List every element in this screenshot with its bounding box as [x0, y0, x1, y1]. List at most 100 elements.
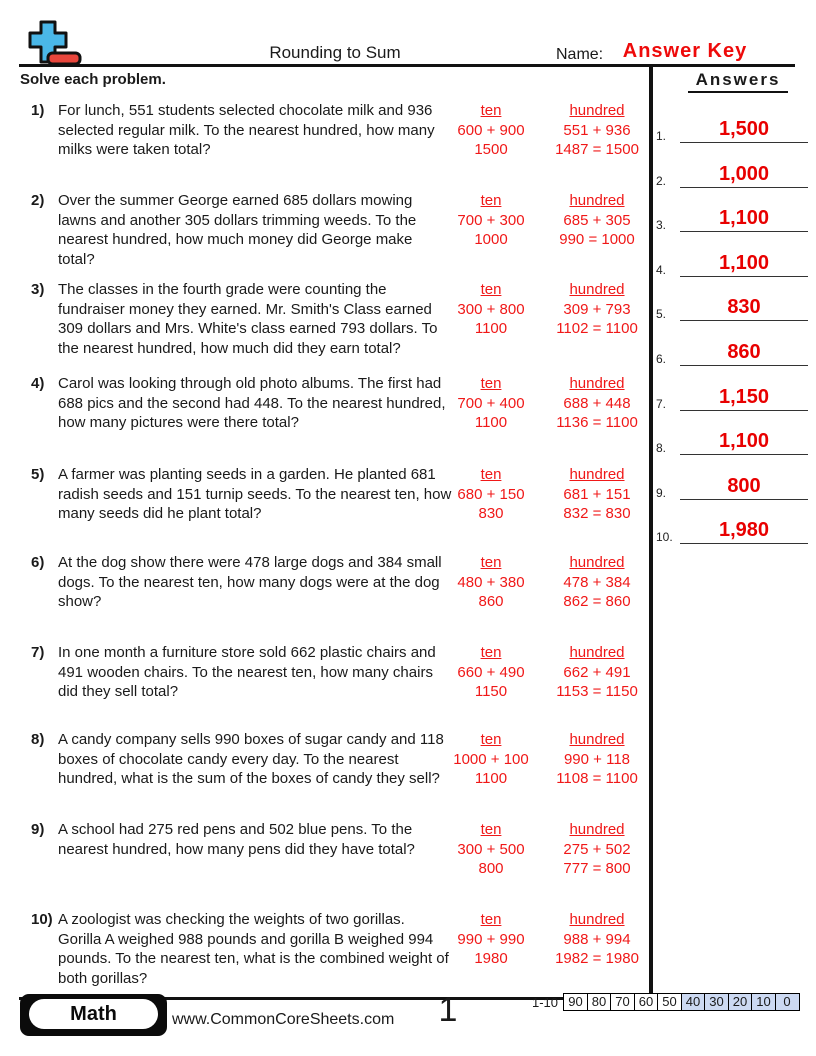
score-cell: 40 [680, 993, 706, 1011]
name-label: Name: [556, 46, 604, 63]
answer-value: 1,500 [718, 118, 770, 140]
answer-line: 1,150 [680, 385, 808, 411]
hundred-column-label: hundred [569, 554, 625, 571]
hundred-column: hundred 478 + 384 862 = 860 [541, 553, 653, 612]
hundred-result: 1153 = 1150 [556, 683, 638, 700]
answer-number: 8. [656, 441, 667, 455]
hundred-column-label: hundred [569, 644, 625, 661]
answer-line: 1,980 [680, 518, 808, 544]
hundred-result: 1982 = 1980 [555, 950, 639, 967]
score-cell: 60 [633, 993, 659, 1011]
problem-number: 10) [31, 911, 53, 928]
answer-row: 10. 1,980 [656, 514, 808, 544]
answer-line: 1,100 [680, 251, 808, 277]
ten-column-label: ten [480, 102, 502, 119]
hundred-column: hundred 275 + 502 777 = 800 [541, 820, 653, 879]
problem-text: A farmer was planting seeds in a garden.… [58, 466, 452, 522]
hundred-column-label: hundred [569, 192, 625, 209]
answer-number: 1. [656, 129, 667, 143]
problem-text: A school had 275 red pens and 502 blue p… [58, 821, 415, 858]
ten-result: 1150 [474, 683, 508, 700]
problem-number: 3) [31, 281, 45, 298]
answer-line: 1,500 [680, 117, 808, 143]
answer-value: 1,000 [718, 163, 770, 185]
ten-result: 1980 [474, 950, 508, 967]
ten-column: ten 600 + 900 1500 [441, 101, 541, 160]
ten-result: 1500 [474, 141, 508, 158]
ten-column: ten 680 + 150 830 [441, 465, 541, 524]
hundred-expression: 275 + 502 [563, 840, 631, 858]
ten-column: ten 700 + 400 1100 [441, 374, 541, 433]
answer-value: 1,150 [718, 386, 770, 408]
ten-result: 800 [478, 860, 504, 877]
ten-column: ten 300 + 800 1100 [441, 280, 541, 339]
ten-result: 1100 [474, 414, 508, 431]
problem-number: 6) [31, 554, 45, 571]
answer-line: 1,100 [680, 429, 808, 455]
answer-value: 860 [727, 341, 761, 363]
hundred-column: hundred 688 + 448 1136 = 1100 [541, 374, 653, 433]
hundred-column-label: hundred [569, 375, 625, 392]
problem-text: The classes in the fourth grade were cou… [58, 281, 438, 357]
problem-number: 9) [31, 821, 45, 838]
score-cell: 80 [586, 993, 612, 1011]
hundred-result: 1102 = 1100 [556, 320, 638, 337]
ten-column: ten 660 + 490 1150 [441, 643, 541, 702]
score-cell: 30 [704, 993, 729, 1011]
answer-number: 7. [656, 397, 667, 411]
answer-number: 6. [656, 352, 667, 366]
hundred-column: hundred 662 + 491 1153 = 1150 [541, 643, 653, 702]
subject-label: Math [70, 1002, 117, 1025]
ten-expression: 990 + 990 [457, 930, 525, 948]
problem-text: For lunch, 551 students selected chocola… [58, 102, 435, 158]
hundred-expression: 478 + 384 [563, 573, 631, 591]
answer-line: 860 [680, 340, 808, 366]
hundred-expression: 551 + 936 [563, 121, 631, 139]
ten-column-label: ten [480, 466, 502, 483]
ten-column-label: ten [480, 911, 502, 928]
math-badge-pill: Math [29, 999, 158, 1029]
score-strip: 1-10 90 80 70 60 50 40 30 20 10 0 [528, 993, 800, 1011]
hundred-result: 832 = 830 [563, 505, 631, 522]
hundred-expression: 688 + 448 [563, 394, 631, 412]
hundred-result: 777 = 800 [563, 860, 631, 877]
problem-number: 4) [31, 375, 45, 392]
ten-result: 1100 [474, 320, 508, 337]
hundred-column-label: hundred [569, 466, 625, 483]
ten-result: 860 [478, 593, 504, 610]
hundred-result: 1136 = 1100 [556, 414, 638, 431]
answer-number: 10. [656, 530, 673, 544]
problem-text: A zoologist was checking the weights of … [58, 911, 449, 987]
header-divider [19, 64, 795, 67]
ten-column-label: ten [480, 644, 502, 661]
plus-minus-logo-icon [28, 20, 82, 66]
ten-expression: 700 + 300 [457, 211, 525, 229]
ten-expression: 300 + 500 [457, 840, 525, 858]
hundred-column: hundred 551 + 936 1487 = 1500 [541, 101, 653, 160]
score-cell: 70 [610, 993, 635, 1011]
problem-number: 5) [31, 466, 45, 483]
problem-text: Carol was looking through old photo albu… [58, 375, 446, 431]
answer-row: 8. 1,100 [656, 425, 808, 455]
problem-text: At the dog show there were 478 large dog… [58, 554, 442, 610]
ten-expression: 660 + 490 [457, 663, 525, 681]
score-range-label: 1-10 [531, 994, 558, 1010]
ten-expression: 600 + 900 [457, 121, 525, 139]
hundred-column: hundred 990 + 118 1108 = 1100 [541, 730, 653, 789]
ten-column: ten 700 + 300 1000 [441, 191, 541, 250]
hundred-result: 990 = 1000 [559, 231, 635, 248]
hundred-column-label: hundred [569, 911, 625, 928]
ten-expression: 1000 + 100 [453, 750, 529, 768]
hundred-column-label: hundred [569, 102, 625, 119]
hundred-result: 862 = 860 [563, 593, 631, 610]
ten-expression: 480 + 380 [457, 573, 525, 591]
score-cell: 20 [727, 993, 753, 1011]
page-number: 1 [438, 991, 458, 1029]
answer-number: 2. [656, 174, 667, 188]
answer-number: 3. [656, 218, 667, 232]
answer-line: 830 [680, 295, 808, 321]
ten-column-label: ten [480, 281, 502, 298]
ten-column: ten 990 + 990 1980 [441, 910, 541, 969]
ten-expression: 300 + 800 [457, 300, 525, 318]
answer-row: 6. 860 [656, 336, 808, 366]
